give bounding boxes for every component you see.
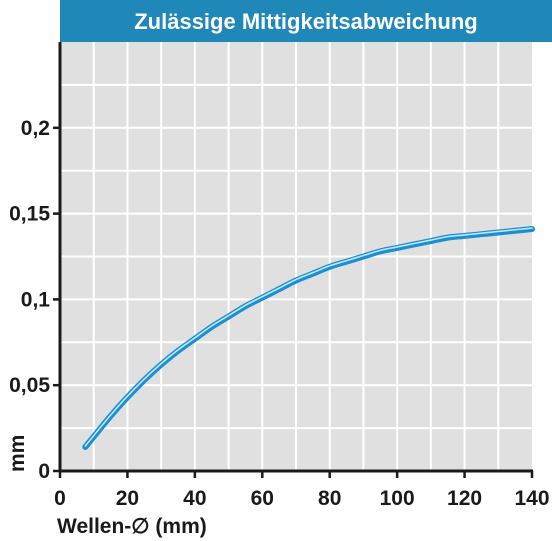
series-group [82,226,535,450]
x-tick-label: 140 [514,487,549,510]
tick-marks [53,126,534,478]
axes [58,42,533,473]
y-tick-label: 0,05 [9,374,50,397]
x-tick-label: 20 [116,487,139,510]
x-axis-label: Wellen-∅ (mm) [57,515,207,538]
x-tick-label: 100 [380,487,415,510]
y-tick-label: 0,1 [21,288,51,311]
x-tick-label: 60 [251,487,274,510]
chart-title: Zulässige Mittigkeitsabweichung [134,9,478,34]
y-tick-label: 0,15 [9,203,50,226]
x-tick-label: 120 [447,487,482,510]
grid-lines [60,42,532,471]
y-tick-label: 0 [38,460,50,483]
x-tick-label: 80 [318,487,341,510]
chart-title-bar [60,0,552,42]
y-tick-label: 0,2 [21,117,50,140]
series-line-highlight [84,227,533,447]
y-axis-label: mm [6,435,29,472]
tick-labels: 0 20 40 60 80 100 120 140 0 0,05 0,1 0,15 0,2 [9,117,549,510]
x-tick-label: 0 [54,487,66,510]
x-tick-label: 40 [183,487,206,510]
